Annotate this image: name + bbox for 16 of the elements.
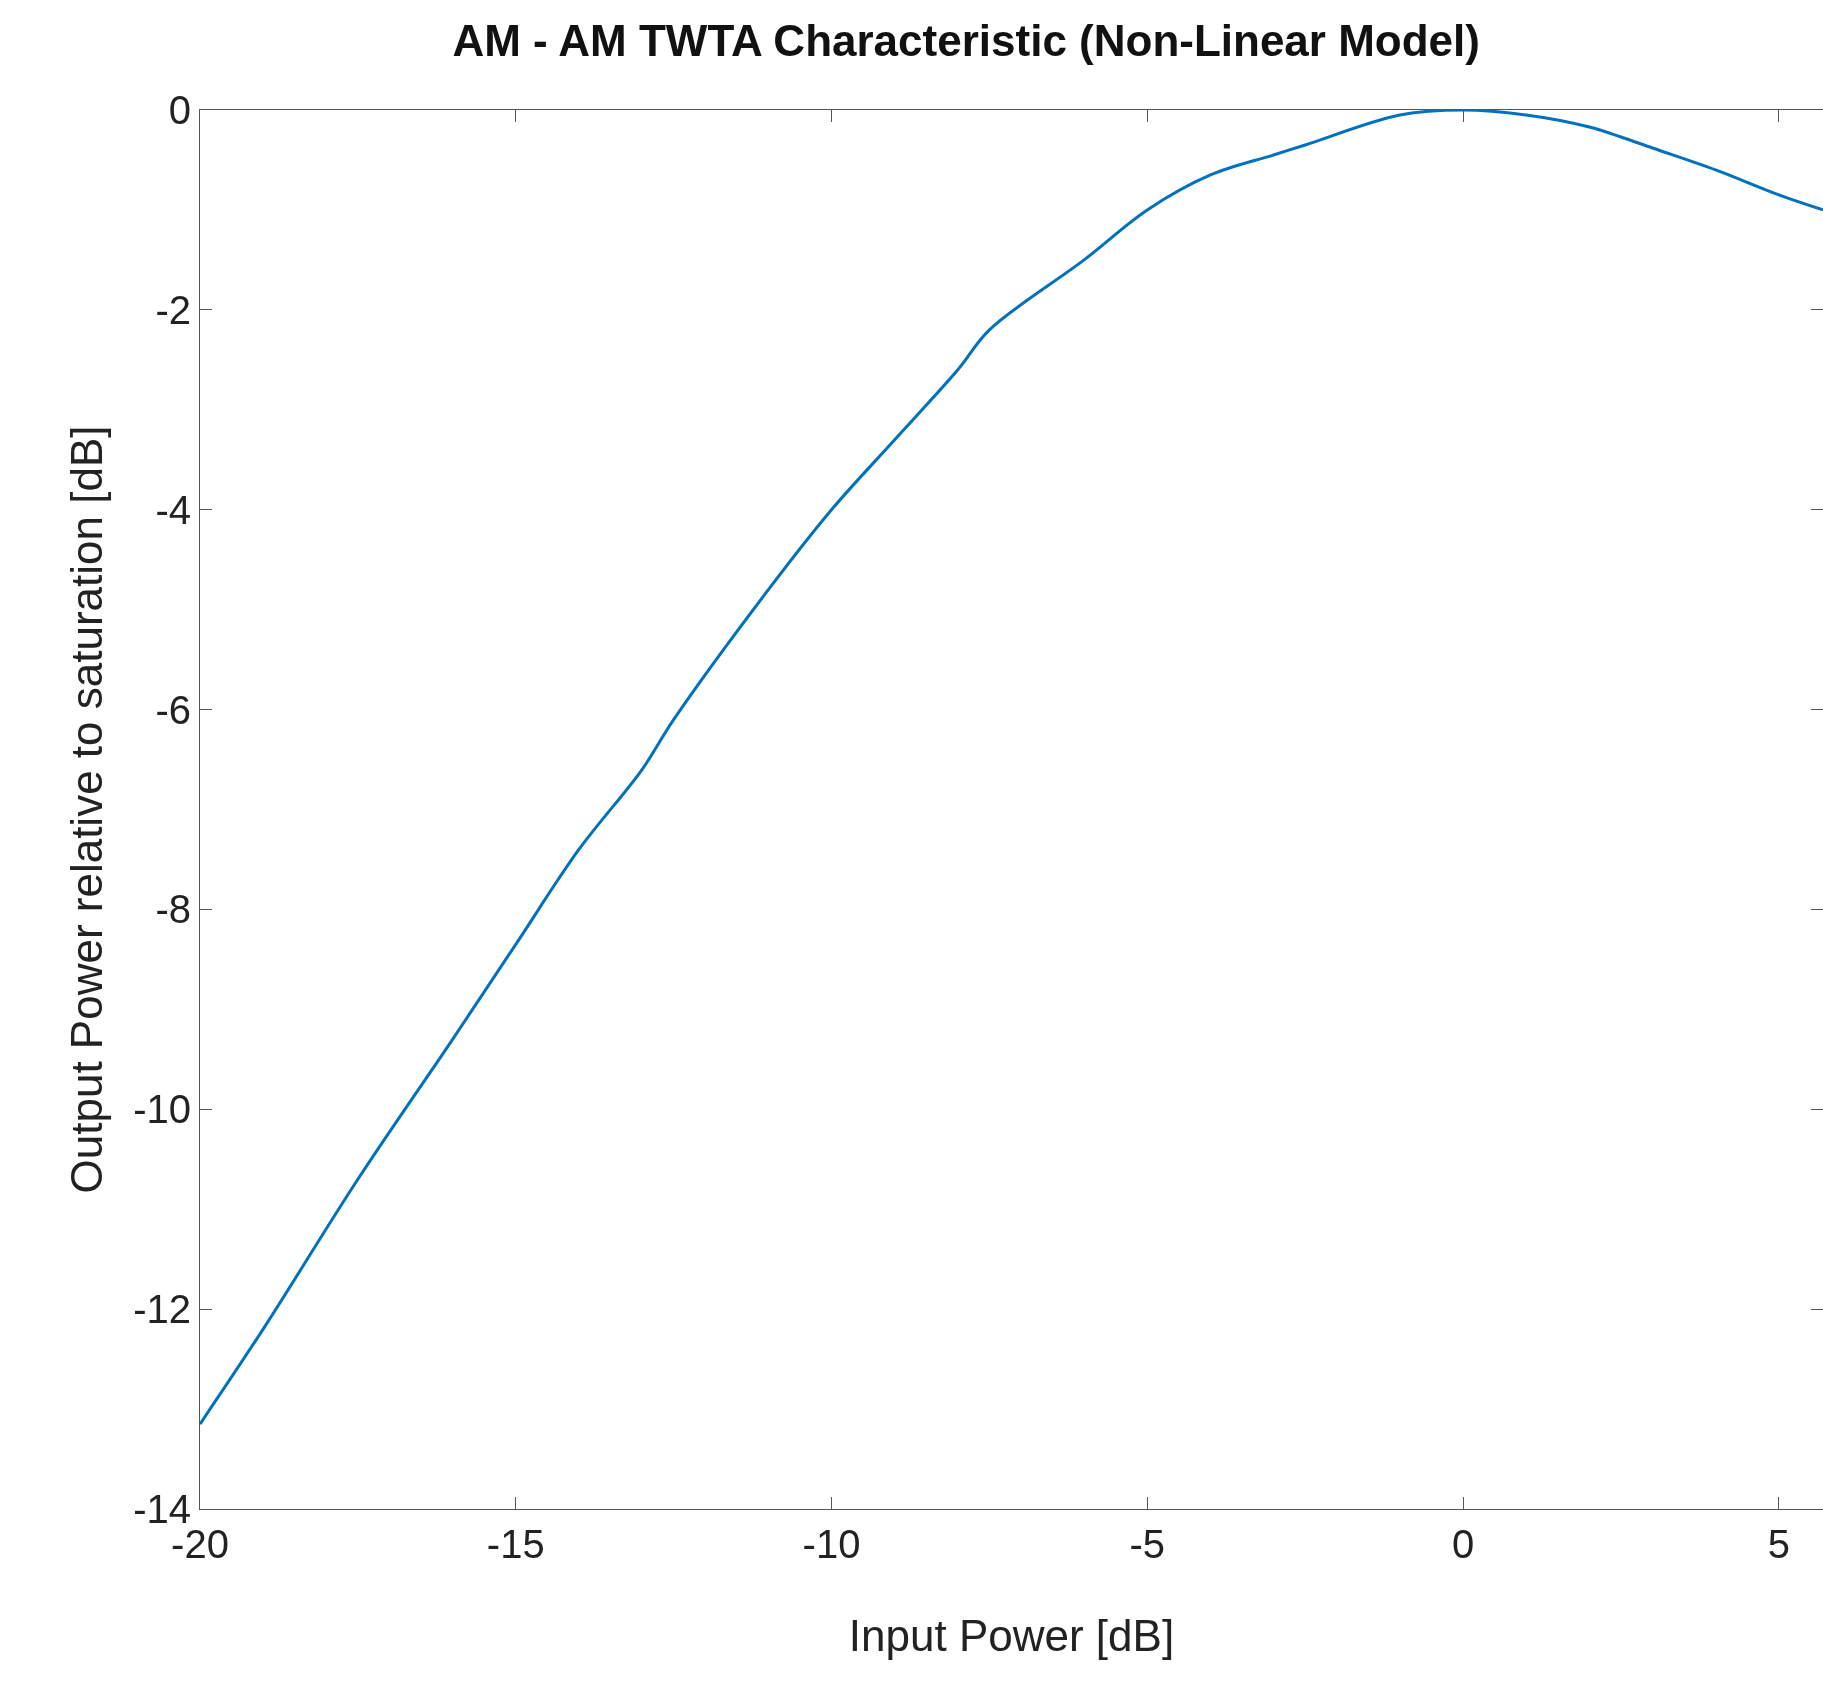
chart-title: AM - AM TWTA Characteristic (Non-Linear Model): [452, 16, 1480, 66]
x-tick-label: -5: [1129, 1522, 1166, 1566]
y-tick-label: -12: [133, 1287, 191, 1332]
y-axis-title: Output Power relative to saturation [dB]: [62, 425, 111, 1194]
y-tick-label: -8: [155, 887, 191, 932]
y-tick-label: -6: [155, 687, 191, 732]
x-tick-label: -15: [486, 1522, 545, 1566]
x-tick-label: 0: [1451, 1522, 1475, 1566]
x-tick-label: -10: [802, 1522, 861, 1566]
x-tick-label: 5: [1767, 1522, 1790, 1566]
x-axis-title: Input Power [dB]: [848, 1611, 1175, 1660]
y-tick-label: -2: [155, 287, 191, 332]
line-series: [200, 110, 1823, 1426]
y-tick-label: -10: [133, 1087, 191, 1132]
y-tick-label: 0: [168, 88, 191, 132]
y-tick-label: -4: [155, 487, 191, 532]
